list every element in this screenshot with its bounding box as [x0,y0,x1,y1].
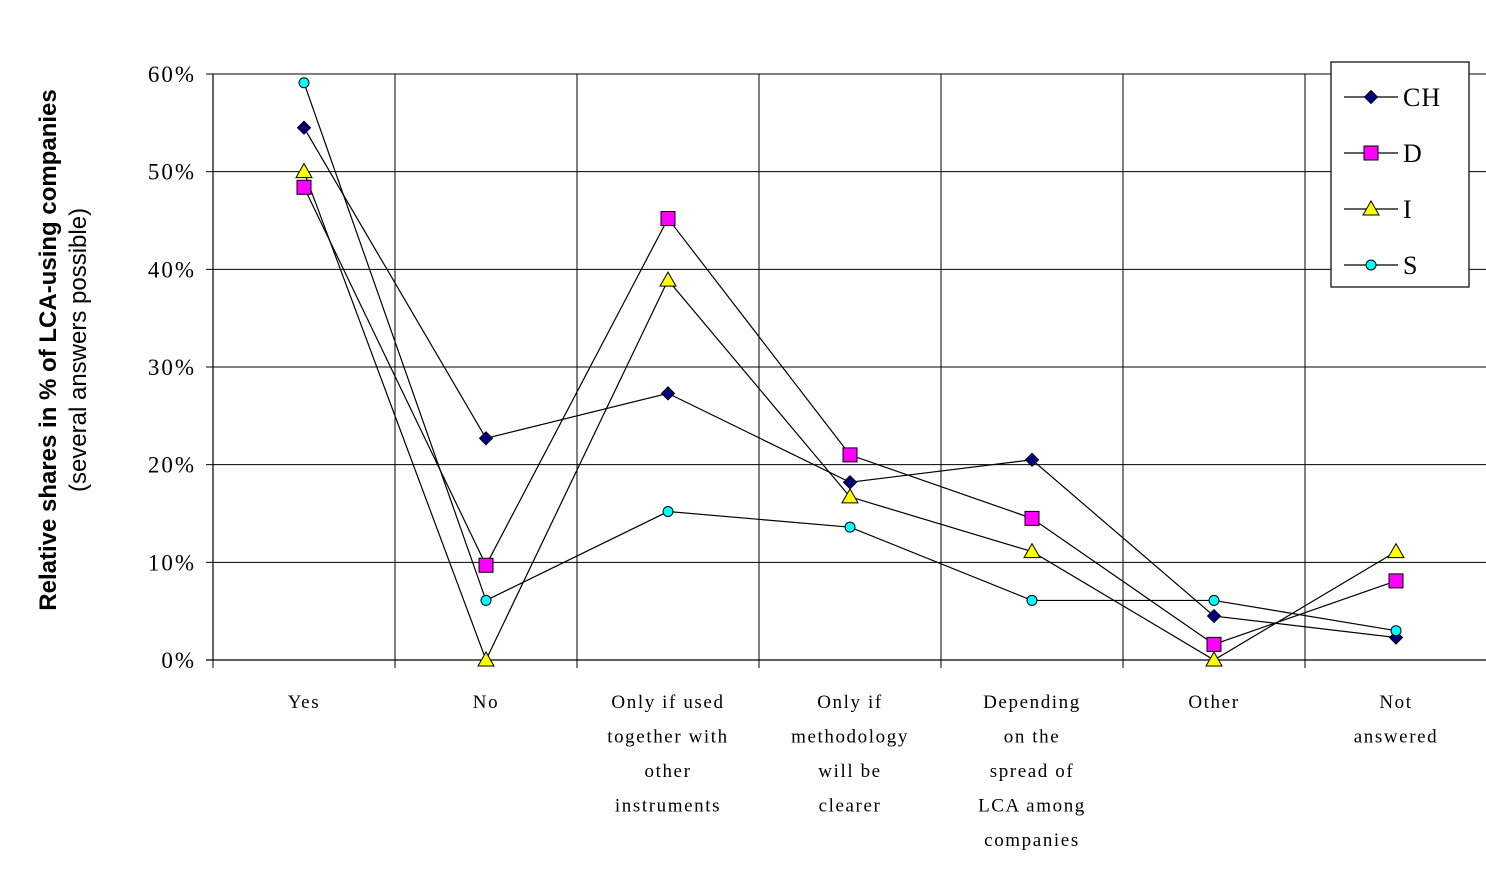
y-tick-label: 60% [148,62,196,87]
series-markers-ch [296,120,1404,645]
grid [213,73,1486,660]
x-category-label-line: Only if used [611,692,724,713]
y-tick-label: 10% [148,550,196,575]
data-point-i [477,650,495,667]
x-category-label-line: spread of [990,761,1075,782]
series-markers-i [295,162,1405,667]
legend-label: D [1403,139,1423,168]
data-point-d [478,557,494,573]
x-category-label-line: LCA among [978,796,1086,817]
x-category-label: Only if used together with other instrument… [607,692,729,817]
legend-item-d: D [1344,139,1423,168]
x-category-label-line: Depending [983,692,1081,713]
legend-box [1330,61,1470,288]
series-line-i [303,171,1397,662]
series-markers [295,77,1405,667]
legend-marker-i [1362,199,1380,216]
data-point-ch [478,431,494,446]
data-point-s [844,521,856,533]
y-tick-label: 20% [148,453,196,478]
y-axis-title: Relative shares in % of LCA-using compan… [35,89,92,610]
x-category-label: No [473,692,499,713]
data-point-s [1390,625,1402,637]
x-category-label-line: Other [1188,692,1239,713]
data-point-d [1024,510,1040,526]
data-point-d [1206,636,1222,652]
legend-label: S [1403,251,1418,280]
x-category-label-line: Yes [288,692,320,713]
x-category-label-line: on the [1004,727,1061,748]
x-category-label: Other [1188,692,1239,713]
legend-item-i: I [1344,195,1413,224]
x-category-label: Yes [288,692,320,713]
x-category-label-line: together with [607,727,729,748]
x-category-label-line: companies [984,830,1080,851]
data-point-d [1388,573,1404,589]
series-line-d [303,187,1397,646]
x-category-label-line: answered [1354,727,1439,748]
legend-label: CH [1403,83,1441,112]
series-lines [303,82,1397,662]
data-point-d [660,211,676,227]
data-point-s [298,77,310,89]
data-point-i [1205,650,1223,667]
y-axis-label: Relative shares in % of LCA-using compan… [35,89,62,610]
legend-label: I [1403,195,1413,224]
x-category-label: Depending on the spread of LCA among compani… [978,692,1086,851]
data-point-i [1387,542,1405,559]
x-category-label-line: will be [818,761,881,782]
data-point-d [296,179,312,195]
data-point-ch [1206,608,1222,624]
data-point-i [1023,542,1041,559]
data-point-ch [1024,452,1040,467]
data-point-i [659,271,677,287]
legend-item-ch: CH [1344,83,1441,112]
data-point-ch [296,120,312,135]
data-point-s [1026,594,1038,606]
data-point-i [841,487,859,504]
legend-item-s: S [1344,251,1418,280]
x-category-label: Only if methodology will be clearer [791,692,909,817]
data-point-ch [660,386,676,401]
axes [206,73,1486,668]
x-category-label-line: methodology [791,727,909,748]
data-point-s [1208,594,1220,606]
y-tick-label: 0% [161,648,196,673]
x-category-labels: Yes No Only if used together with other instr… [288,692,1439,851]
x-category-label: Not answered [1354,692,1439,748]
series-line-ch [303,127,1397,639]
series-line-s [303,82,1397,632]
data-point-i [295,162,313,179]
data-point-s [662,506,674,518]
legend-marker-d [1363,145,1379,161]
x-category-label-line: Only if [817,692,883,713]
data-point-s [480,594,492,606]
x-category-label-line: No [473,692,499,713]
x-category-label-line: other [644,761,691,782]
data-point-d [842,447,858,463]
data-point-ch [842,475,858,490]
legend: CH DIS [1330,61,1470,288]
y-tick-labels: 0% 10% 20% 30% 40% 50% 60% [148,62,196,673]
series-markers-s [298,77,1402,637]
y-tick-label: 40% [148,257,196,282]
y-tick-label: 50% [148,160,196,185]
legend-marker-ch [1363,89,1379,105]
y-axis-sublabel: (several answers possible) [65,208,92,492]
legend-marker-s [1365,259,1377,271]
x-category-label-line: Not [1379,692,1412,713]
y-tick-label: 30% [148,355,196,380]
series-markers-d [296,179,1404,652]
x-category-label-line: instruments [615,796,721,817]
x-category-label-line: clearer [819,796,882,817]
